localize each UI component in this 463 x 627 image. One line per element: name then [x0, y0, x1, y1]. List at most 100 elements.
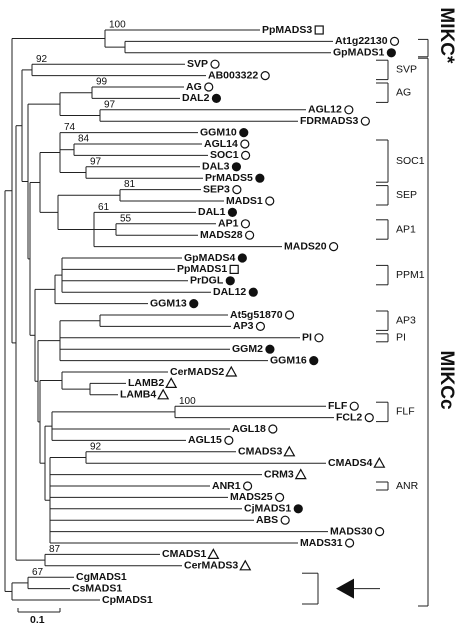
- leaf-label: PpMADS1: [177, 263, 227, 275]
- leaf-label: GGM10: [200, 126, 237, 138]
- marker: [360, 116, 370, 126]
- marker: [389, 36, 400, 47]
- leaf-label: AP1: [218, 218, 239, 230]
- leaf-label: AGL15: [188, 434, 222, 446]
- leaf-label: ANR1: [212, 480, 241, 492]
- leaf-label: DAL3: [202, 161, 230, 173]
- leaf-label: CMADS4: [328, 457, 372, 469]
- group-label: AP1: [396, 223, 416, 235]
- bootstrap-value: 100: [179, 396, 196, 407]
- marker: [345, 538, 355, 548]
- marker: [260, 70, 270, 81]
- marker: [239, 559, 252, 571]
- leaf-label: SOC1: [210, 149, 239, 161]
- marker: [283, 445, 296, 457]
- marker: [211, 93, 222, 104]
- group-label: SEP: [396, 189, 417, 201]
- marker: [309, 356, 319, 366]
- marker: [255, 321, 266, 331]
- marker: [204, 82, 214, 92]
- leaf-label: SEP3: [203, 183, 230, 195]
- leaf-label: CRM3: [264, 468, 294, 480]
- marker: [237, 253, 247, 263]
- leaf-label: MADS20: [284, 240, 327, 252]
- group-label: ANR: [396, 480, 419, 492]
- marker: [242, 481, 253, 491]
- leaf-label: PrMADS5: [205, 172, 253, 184]
- leaf-label: PI: [302, 332, 312, 344]
- bootstrap-value: 74: [64, 122, 76, 133]
- leaf-label: MADS31: [300, 537, 343, 549]
- leaf-label: MADS28: [200, 229, 243, 241]
- bootstrap-value: 99: [96, 77, 108, 88]
- leaf-label: CjMADS1: [244, 503, 291, 515]
- marker: [344, 105, 354, 115]
- leaf-label: MADS1: [226, 195, 263, 207]
- leaf-label: AP3: [233, 320, 254, 332]
- clade-label: MIKC*: [436, 7, 457, 64]
- leaf-label: AG: [186, 81, 202, 93]
- leaf-label: AGL18: [232, 423, 266, 435]
- leaf-label: GGM2: [232, 343, 263, 355]
- bootstrap-value: 92: [36, 54, 48, 65]
- marker: [329, 242, 339, 252]
- leaf-label: At1g22130: [335, 35, 388, 47]
- leaf-label: GpMADS1: [333, 47, 384, 59]
- leaf-label: MADS30: [330, 525, 373, 537]
- marker: [275, 492, 285, 502]
- leaf-label: LAMB4: [120, 389, 156, 401]
- clade-label: MIKCc: [436, 350, 457, 410]
- marker: [157, 388, 170, 400]
- leaf-label: LAMB2: [128, 377, 164, 389]
- marker: [210, 59, 220, 69]
- group-label: AG: [396, 86, 411, 98]
- marker: [364, 413, 374, 423]
- marker: [189, 299, 199, 309]
- leaf-label: GGM13: [150, 297, 187, 309]
- marker: [255, 173, 265, 183]
- marker: [373, 456, 386, 468]
- leaf-label: AB003322: [208, 69, 258, 81]
- leaf-label: FLF: [328, 400, 348, 412]
- bootstrap-value: 97: [90, 156, 102, 167]
- leaf-label: AGL14: [204, 138, 238, 150]
- marker: [231, 162, 242, 172]
- leaf-label: CMADS3: [238, 446, 282, 458]
- group-label: SVP: [396, 64, 417, 76]
- group-label: SOC1: [396, 155, 425, 167]
- marker: [225, 276, 235, 286]
- group-label: AP3: [396, 314, 416, 326]
- leaf-label: FCL2: [336, 411, 362, 423]
- marker: [224, 435, 234, 445]
- bootstrap-value: 61: [98, 202, 110, 213]
- leaf-label: CerMADS3: [184, 560, 238, 572]
- leaf-label: At5g51870: [230, 309, 283, 321]
- marker: [349, 401, 359, 411]
- marker: [280, 515, 290, 525]
- marker: [225, 365, 238, 377]
- bootstrap-value: 92: [90, 441, 102, 452]
- leaf-label: AGL12: [308, 104, 342, 116]
- bootstrap-value: 100: [109, 20, 126, 31]
- leaf-label: GGM16: [270, 354, 307, 366]
- leaf-label: CerMADS2: [170, 366, 224, 378]
- leaf-label: CsMADS1: [72, 582, 122, 594]
- marker: [240, 139, 250, 149]
- leaf-label: CgMADS1: [76, 571, 127, 583]
- group-label: FLF: [396, 406, 415, 418]
- bootstrap-value: 84: [78, 134, 90, 145]
- marker: [245, 230, 255, 240]
- leaf-label: PrDGL: [190, 275, 224, 287]
- marker: [239, 128, 249, 138]
- leaf-label: ABS: [256, 514, 278, 526]
- leaf-label: CpMADS1: [102, 594, 153, 606]
- leaf-label: PpMADS3: [262, 24, 312, 36]
- marker: [240, 219, 251, 229]
- leaf-label: CMADS1: [162, 548, 206, 560]
- marker: [314, 25, 324, 35]
- arrow-head: [336, 578, 354, 599]
- marker: [268, 424, 278, 434]
- bootstrap-value: 97: [104, 99, 116, 110]
